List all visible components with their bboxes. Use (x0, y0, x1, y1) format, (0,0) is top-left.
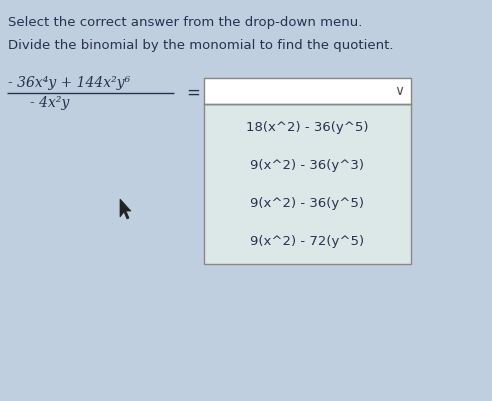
Text: 9(x^2) - 36(y^3): 9(x^2) - 36(y^3) (250, 158, 365, 172)
Bar (204, 78, 411, 104)
Bar (204, 104, 411, 264)
Text: - 36x⁴y + 144x²y⁶: - 36x⁴y + 144x²y⁶ (8, 76, 130, 90)
Polygon shape (120, 199, 131, 219)
Text: =: = (186, 84, 200, 102)
Text: Divide the binomial by the monomial to find the quotient.: Divide the binomial by the monomial to f… (8, 39, 394, 52)
Text: 9(x^2) - 36(y^5): 9(x^2) - 36(y^5) (250, 196, 365, 209)
Text: ∨: ∨ (394, 84, 404, 98)
Text: Select the correct answer from the drop-down menu.: Select the correct answer from the drop-… (8, 16, 363, 29)
Text: - 4x²y: - 4x²y (30, 96, 69, 110)
Text: 18(x^2) - 36(y^5): 18(x^2) - 36(y^5) (246, 120, 369, 134)
Text: 9(x^2) - 72(y^5): 9(x^2) - 72(y^5) (250, 235, 365, 247)
